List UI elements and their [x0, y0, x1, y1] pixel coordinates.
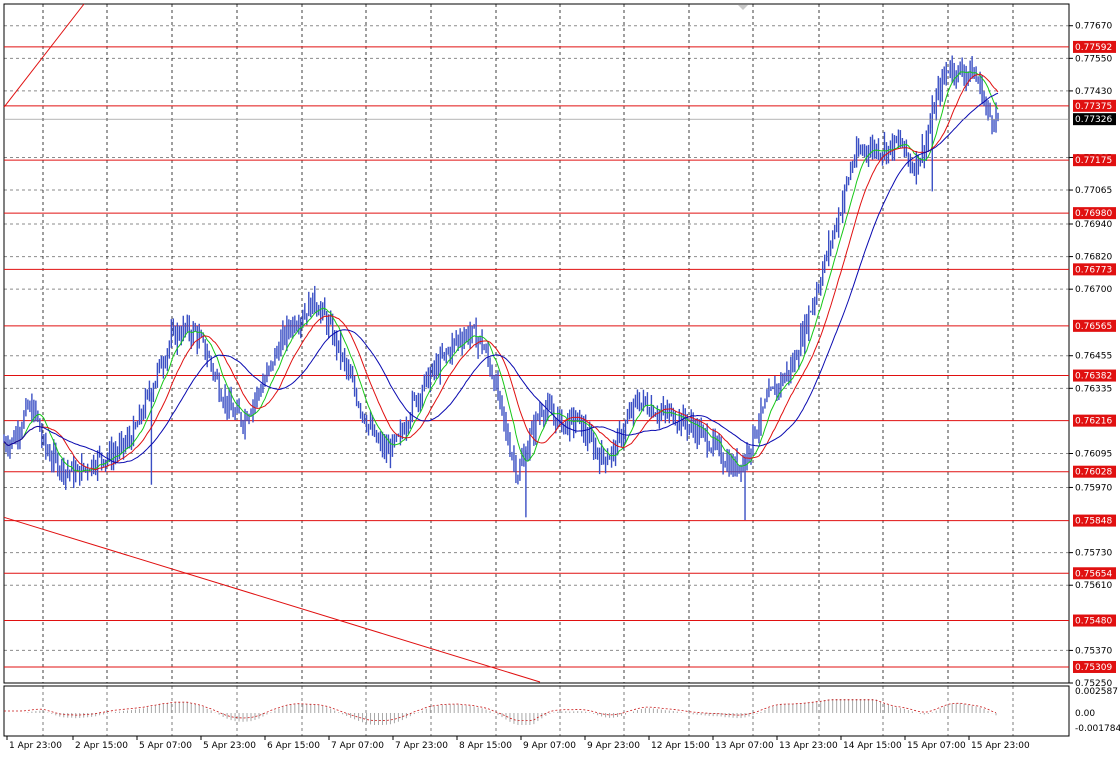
level-label-bg — [1073, 414, 1116, 427]
level-label: 0.76980 — [1075, 209, 1112, 219]
trend-line-up — [3, 3, 85, 108]
level-label: 0.75480 — [1075, 617, 1112, 627]
current-price-label-bg — [1073, 113, 1116, 126]
scroll-marker-icon — [738, 5, 748, 10]
time-tick-label: 15 Apr 07:00 — [907, 741, 966, 751]
price-tick-label: 0.75250 — [1075, 679, 1112, 689]
price-tick-label: 0.77670 — [1075, 22, 1112, 32]
price-tick-label: 0.75370 — [1075, 646, 1112, 656]
level-label: 0.76382 — [1075, 372, 1112, 382]
level-label-bg — [1073, 319, 1116, 332]
level-label: 0.77375 — [1075, 102, 1112, 112]
ma-slow-line — [3, 92, 999, 464]
level-label-bg — [1073, 465, 1116, 478]
level-label-bg — [1073, 207, 1116, 220]
price-tick-label: 0.76095 — [1075, 449, 1112, 459]
time-tick-label: 5 Apr 07:00 — [139, 741, 192, 751]
current-price-label: 0.77326 — [1075, 115, 1112, 125]
price-tick-label: 0.76820 — [1075, 253, 1112, 263]
time-tick-label: 14 Apr 15:00 — [843, 741, 902, 751]
time-tick-label: 13 Apr 23:00 — [779, 741, 838, 751]
time-tick-label: 15 Apr 23:00 — [971, 741, 1030, 751]
level-label: 0.75309 — [1075, 663, 1112, 673]
price-tick-label: 0.75730 — [1075, 549, 1112, 559]
level-label-bg — [1073, 567, 1116, 580]
level-label-bg — [1073, 614, 1116, 627]
level-label-bg — [1073, 660, 1116, 673]
level-label-bg — [1073, 263, 1116, 276]
price-tick-label: 0.75610 — [1075, 581, 1112, 591]
level-label-bg — [1073, 99, 1116, 112]
level-label: 0.76565 — [1075, 322, 1112, 332]
price-tick-label: 0.76940 — [1075, 220, 1112, 230]
level-label-bg — [1073, 154, 1116, 167]
level-label: 0.75654 — [1075, 569, 1112, 579]
price-tick-label: 0.76455 — [1075, 352, 1112, 362]
level-label: 0.75848 — [1075, 517, 1112, 527]
indicator-tick-label: 0.002587 — [1075, 687, 1118, 697]
time-tick-label: 13 Apr 07:00 — [715, 741, 774, 751]
time-tick-label: 5 Apr 23:00 — [203, 741, 256, 751]
price-tick-label: 0.76700 — [1075, 285, 1112, 295]
candles — [3, 55, 999, 521]
level-label: 0.76773 — [1075, 265, 1112, 275]
level-label: 0.77592 — [1075, 43, 1112, 53]
price-tick-label: 0.77065 — [1075, 186, 1112, 196]
level-label: 0.77175 — [1075, 156, 1112, 166]
indicator-panel — [3, 685, 1070, 737]
time-tick-label: 7 Apr 07:00 — [331, 741, 384, 751]
time-tick-label: 7 Apr 23:00 — [395, 741, 448, 751]
ma-fast-line — [3, 71, 999, 473]
level-label: 0.76028 — [1075, 468, 1112, 478]
trend-line-down — [3, 516, 541, 683]
level-label-bg — [1073, 514, 1116, 527]
time-tick-label: 1 Apr 23:00 — [9, 741, 62, 751]
time-tick-label: 2 Apr 15:00 — [75, 741, 128, 751]
indicator-tick-label: -0.001784 — [1075, 724, 1120, 734]
level-label: 0.76216 — [1075, 417, 1112, 427]
time-tick-label: 8 Apr 15:00 — [459, 741, 512, 751]
price-tick-label: 0.75970 — [1075, 483, 1112, 493]
price-tick-label: 0.77550 — [1075, 54, 1112, 64]
level-label-bg — [1073, 40, 1116, 53]
time-tick-label: 9 Apr 23:00 — [587, 741, 640, 751]
time-tick-label: 9 Apr 07:00 — [523, 741, 576, 751]
price-tick-label: 0.76335 — [1075, 384, 1112, 394]
time-tick-label: 12 Apr 15:00 — [651, 741, 710, 751]
level-label-bg — [1073, 369, 1116, 382]
indicator-tick-label: 0.00 — [1075, 709, 1095, 719]
price-tick-label: 0.77430 — [1075, 87, 1112, 97]
indicator-histogram — [23, 699, 997, 725]
time-tick-label: 6 Apr 15:00 — [267, 741, 320, 751]
indicator-signal-line — [4, 699, 997, 721]
